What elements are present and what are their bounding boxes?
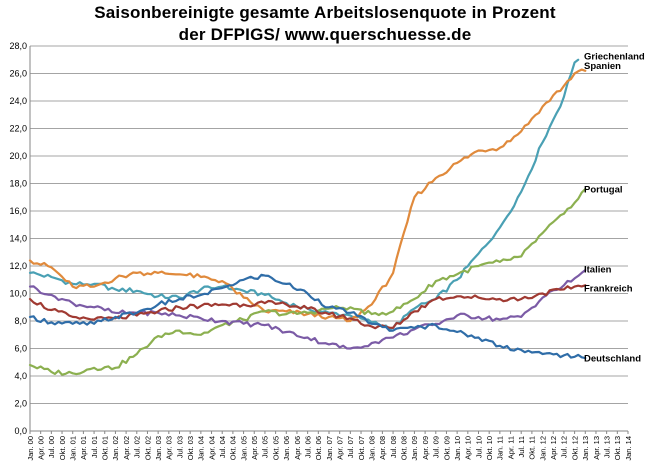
x-tick-label: Okt. 07 bbox=[357, 436, 366, 460]
x-tick-label: Jul. 02 bbox=[133, 436, 142, 458]
x-tick-label: Jul. 05 bbox=[261, 436, 270, 458]
x-tick-label: Apr. 00 bbox=[36, 436, 45, 460]
x-tick-label: Apr. 06 bbox=[293, 436, 302, 460]
y-tick-label: 4,0 bbox=[14, 371, 27, 381]
x-tick-label: Jan. 08 bbox=[368, 436, 377, 461]
y-tick-label: 20,0 bbox=[9, 151, 27, 161]
x-tick-label: Okt. 04 bbox=[229, 436, 238, 460]
series-line-deutschland bbox=[28, 273, 587, 360]
x-tick-label: Okt. 06 bbox=[314, 436, 323, 460]
x-tick-label: Apr. 05 bbox=[250, 436, 259, 460]
x-tick-label: Jan. 05 bbox=[239, 436, 248, 461]
x-tick-label: Jul. 06 bbox=[303, 436, 312, 458]
x-tick-label: Jan. 12 bbox=[538, 436, 547, 461]
series-label-deutschland: Deutschland bbox=[584, 354, 641, 365]
y-tick-label: 26,0 bbox=[9, 69, 27, 79]
chart-title: Saisonbereinigte gesamte Arbeitslosenquo… bbox=[0, 2, 650, 46]
axes bbox=[29, 46, 629, 434]
x-tick-label: Okt. 11 bbox=[528, 436, 537, 460]
x-tick-label: Okt. 08 bbox=[400, 436, 409, 460]
x-tick-label: Jan. 02 bbox=[111, 436, 120, 461]
x-tick-label: Jul. 04 bbox=[218, 436, 227, 458]
series-label-italien: Italien bbox=[584, 264, 612, 275]
y-tick-label: 8,0 bbox=[14, 316, 27, 326]
x-tick-label: Jul. 13 bbox=[602, 436, 611, 458]
x-tick-label: Jan. 04 bbox=[197, 436, 206, 461]
y-axis-tick-labels: 0,0 2,0 4,0 6,0 8,0 10,0 12,0 14,0 16,0 18,0 20,0 2… bbox=[9, 41, 27, 436]
series-label-portugal: Portugal bbox=[584, 185, 623, 196]
series-line-griechenland bbox=[28, 58, 580, 331]
y-tick-label: 6,0 bbox=[14, 344, 27, 354]
x-tick-label: Jan. 01 bbox=[69, 436, 78, 461]
x-tick-label: Jul. 10 bbox=[474, 436, 483, 458]
x-tick-label: Okt. 02 bbox=[143, 436, 152, 460]
x-tick-label: Apr. 04 bbox=[207, 436, 216, 460]
series-line-frankreich bbox=[28, 284, 587, 330]
x-tick-label: Apr. 11 bbox=[506, 436, 515, 459]
x-tick-label: Jan. 14 bbox=[624, 436, 633, 461]
x-tick-label: Apr. 01 bbox=[79, 436, 88, 460]
y-tick-label: 18,0 bbox=[9, 179, 27, 189]
x-tick-label: Okt. 09 bbox=[442, 436, 451, 460]
x-tick-label: Apr. 07 bbox=[335, 436, 344, 460]
x-tick-label: Jul. 00 bbox=[47, 436, 56, 458]
x-tick-label: Okt. 05 bbox=[271, 436, 280, 460]
x-tick-label: Okt. 01 bbox=[101, 436, 110, 460]
y-tick-label: 22,0 bbox=[9, 124, 27, 134]
x-tick-label: Jan. 03 bbox=[154, 436, 163, 461]
x-tick-label: Jul. 12 bbox=[560, 436, 569, 458]
x-tick-label: Apr. 12 bbox=[549, 436, 558, 460]
x-tick-label: Okt. 00 bbox=[58, 436, 67, 460]
x-tick-label: Jan. 11 bbox=[496, 436, 505, 460]
y-tick-label: 0,0 bbox=[14, 426, 27, 436]
y-tick-label: 16,0 bbox=[9, 206, 27, 216]
x-axis-tick-labels: Jan. 00 Apr. 00 Jul. 00 Okt. 00 Jan. 01 Apr. … bbox=[26, 436, 633, 461]
y-tick-label: 28,0 bbox=[9, 41, 27, 51]
x-tick-label: Jan. 06 bbox=[282, 436, 291, 461]
x-tick-label: Jul. 01 bbox=[90, 436, 99, 458]
x-tick-label: Okt. 12 bbox=[570, 436, 579, 460]
series-line-spanien bbox=[28, 68, 587, 323]
chart-title-line-2: der DFPIGS/ www.querschuesse.de bbox=[178, 25, 472, 44]
y-tick-label: 14,0 bbox=[9, 234, 27, 244]
x-tick-label: Okt. 10 bbox=[485, 436, 494, 460]
x-tick-label: Okt. 03 bbox=[186, 436, 195, 460]
x-tick-label: Jul. 11 bbox=[517, 436, 526, 458]
x-tick-label: Jul. 09 bbox=[432, 436, 441, 458]
y-tick-label: 2,0 bbox=[14, 399, 27, 409]
x-tick-label: Jan. 00 bbox=[26, 436, 35, 461]
x-tick-label: Apr. 13 bbox=[592, 436, 601, 460]
x-tick-label: Jul. 08 bbox=[389, 436, 398, 458]
x-tick-label: Jan. 10 bbox=[453, 436, 462, 461]
x-tick-label: Apr. 03 bbox=[165, 436, 174, 460]
y-tick-label: 24,0 bbox=[9, 96, 27, 106]
series-line-italien bbox=[28, 269, 587, 350]
x-tick-label: Okt. 13 bbox=[613, 436, 622, 460]
x-tick-label: Jul. 03 bbox=[175, 436, 184, 458]
series-label-frankreich: Frankreich bbox=[584, 284, 633, 295]
x-tick-label: Apr. 08 bbox=[378, 436, 387, 460]
y-tick-label: 12,0 bbox=[9, 261, 27, 271]
chart-title-line-1: Saisonbereinigte gesamte Arbeitslosenquo… bbox=[94, 3, 556, 22]
gridlines bbox=[30, 45, 628, 432]
series-lines bbox=[28, 58, 587, 376]
y-tick-label: 10,0 bbox=[9, 289, 27, 299]
x-tick-label: Apr. 10 bbox=[464, 436, 473, 460]
series-line-portugal bbox=[28, 187, 587, 376]
x-tick-label: Apr. 09 bbox=[421, 436, 430, 460]
x-tick-label: Jan. 13 bbox=[581, 436, 590, 461]
x-tick-label: Apr. 02 bbox=[122, 436, 131, 460]
series-label-spanien: Spanien bbox=[584, 61, 621, 72]
series-label-griechenland: Griechenland bbox=[584, 52, 645, 63]
x-tick-label: Jan. 07 bbox=[325, 436, 334, 461]
x-tick-label: Jul. 07 bbox=[346, 436, 355, 458]
x-tick-label: Jan. 09 bbox=[410, 436, 419, 461]
